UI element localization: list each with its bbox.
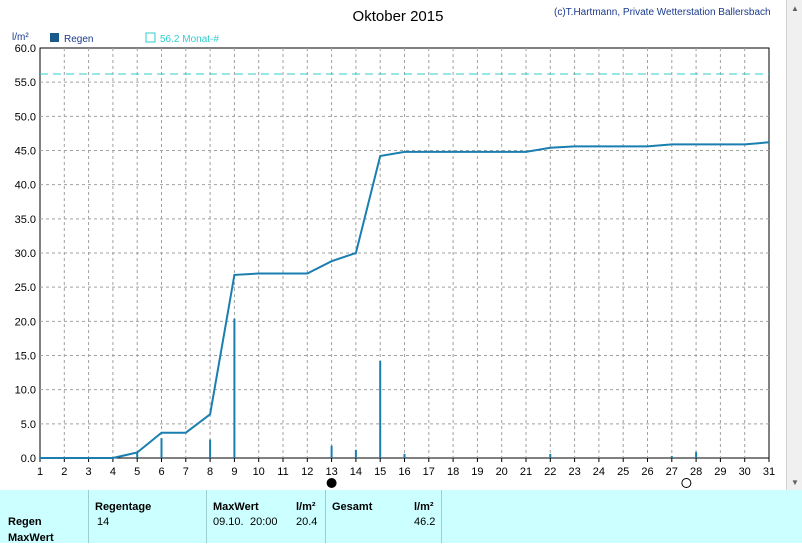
y-tick-label: 5.0 (21, 419, 36, 431)
cumulative-line (40, 141, 770, 459)
x-tick-label: 4 (110, 466, 116, 478)
y-tick-label: 55.0 (15, 77, 36, 89)
x-tick-label: 9 (231, 466, 237, 478)
x-tick-label: 17 (423, 466, 435, 478)
header-gesamt: Gesamt (332, 501, 373, 513)
x-tick-label: 23 (568, 466, 580, 478)
row-label-maxwert: MaxWert (8, 532, 54, 544)
y-tick-label: 10.0 (15, 385, 36, 397)
x-tick-label: 1 (37, 466, 43, 478)
full-moon-icon (681, 478, 692, 488)
legend-label-monthly: 56.2 Monat-# (160, 34, 219, 45)
y-tick-label: 60.0 (15, 43, 36, 55)
x-tick-label: 6 (158, 466, 164, 478)
daily-bars (136, 318, 698, 458)
value-max-time: 20:00 (250, 516, 278, 528)
value-max-date: 09.10. (213, 516, 244, 528)
x-tick-label: 21 (520, 466, 532, 478)
header-maxwert: MaxWert (213, 501, 259, 513)
scroll-up-icon[interactable]: ▲ (787, 0, 802, 16)
y-axis: 0.0 5.0 10.0 15.0 20.0 25.0 30.0 35.0 40.0 45.0 50… (15, 43, 36, 465)
x-tick-label: 14 (350, 466, 362, 478)
x-tick-label: 5 (134, 466, 140, 478)
y-tick-label: 20.0 (15, 316, 36, 328)
x-tick-label: 12 (301, 466, 313, 478)
y-unit-label: l/m² (12, 32, 29, 43)
chart-title: Oktober 2015 (353, 8, 444, 25)
x-tick-label: 13 (325, 466, 337, 478)
x-tick-label: 24 (593, 466, 605, 478)
x-tick-label: 19 (471, 466, 483, 478)
vertical-scrollbar[interactable]: ▲ ▼ (786, 0, 802, 490)
legend: Regen 56.2 Monat-# (50, 32, 219, 45)
x-tick-label: 3 (86, 466, 92, 478)
y-tick-label: 50.0 (15, 111, 36, 123)
x-axis: 1 2 3 4 5 6 7 8 9 10 11 12 13 14 15 16 17 18 19 20 21 22 23 24 2… (37, 458, 775, 478)
x-tick-label: 26 (641, 466, 653, 478)
y-tick-label: 40.0 (15, 180, 36, 192)
x-tick-label: 27 (666, 466, 678, 478)
grid (40, 48, 769, 458)
y-tick-label: 30.0 (15, 248, 36, 260)
x-tick-label: 31 (763, 466, 775, 478)
y-tick-label: 0.0 (21, 453, 36, 465)
legend-swatch-monthly (145, 32, 156, 43)
x-tick-label: 10 (253, 466, 265, 478)
x-tick-label: 11 (277, 466, 288, 478)
row-label-regen: Regen (8, 516, 42, 528)
markers (326, 478, 692, 488)
value-max: 20.4 (296, 516, 318, 528)
y-tick-label: 25.0 (15, 282, 36, 294)
x-tick-label: 15 (374, 466, 386, 478)
x-tick-label: 2 (61, 466, 67, 478)
rain-chart: Oktober 2015 (c)T.Hartmann, Private Wett… (12, 7, 775, 488)
y-tick-label: 35.0 (15, 214, 36, 226)
cumulative-rain-line (40, 141, 770, 459)
scroll-down-icon[interactable]: ▼ (787, 474, 802, 490)
credit-text: (c)T.Hartmann, Private Wetterstation Bal… (554, 7, 771, 18)
new-moon-icon (326, 478, 337, 488)
x-tick-label: 25 (617, 466, 629, 478)
header-unit-max: l/m² (296, 501, 316, 513)
header-unit-total: l/m² (414, 501, 434, 513)
y-tick-label: 15.0 (15, 351, 36, 363)
x-tick-label: 28 (690, 466, 702, 478)
summary-panel: Regentage MaxWert l/m² Gesamt l/m² Regen… (0, 490, 802, 544)
legend-label-regen: Regen (64, 34, 93, 45)
value-regentage: 14 (97, 516, 110, 528)
x-tick-label: 29 (714, 466, 726, 478)
value-total: 46.2 (414, 516, 436, 528)
legend-swatch-regen (50, 33, 59, 42)
x-tick-label: 16 (398, 466, 410, 478)
y-tick-label: 45.0 (15, 146, 36, 158)
x-tick-label: 22 (544, 466, 556, 478)
x-tick-label: 8 (207, 466, 213, 478)
x-tick-label: 30 (739, 466, 751, 478)
x-tick-label: 18 (447, 466, 459, 478)
x-tick-label: 20 (496, 466, 508, 478)
x-tick-label: 7 (183, 466, 189, 478)
header-regentage: Regentage (95, 501, 152, 513)
